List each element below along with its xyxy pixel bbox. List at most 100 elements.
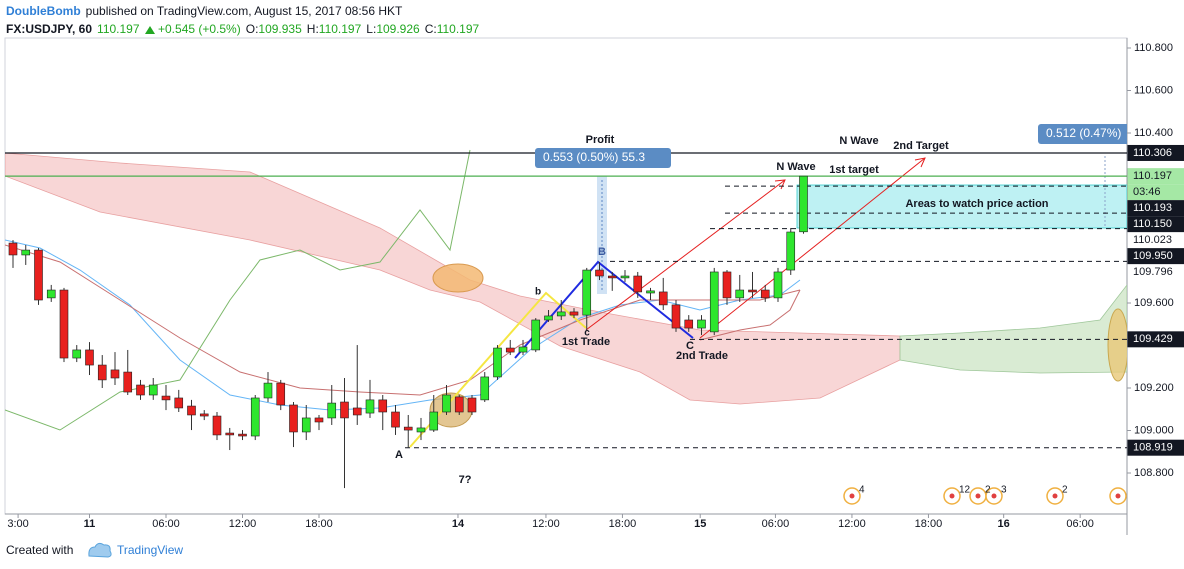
y-tick-label: 110.400 — [1134, 127, 1173, 139]
wave-line — [409, 291, 587, 448]
price-label-box — [1127, 168, 1184, 185]
candle-body — [225, 432, 235, 436]
candle-body — [582, 269, 592, 316]
price-label-box — [1127, 248, 1184, 265]
candle-body — [493, 347, 502, 378]
annotation: 1st Trade — [562, 336, 610, 348]
candle-body — [289, 404, 298, 433]
candle-body — [697, 319, 706, 329]
ohlc-key: H: — [307, 22, 319, 36]
annotation: N Wave — [776, 161, 815, 173]
event-dot — [1052, 493, 1058, 499]
candle-body — [136, 384, 145, 396]
annotation: b — [535, 287, 541, 298]
highlight-ellipse — [432, 263, 484, 293]
x-tick-label: 18:00 — [609, 518, 637, 530]
kijun-line — [699, 289, 801, 341]
candle-body — [97, 364, 107, 381]
candle-body — [187, 405, 196, 416]
annotation: Areas to watch price action — [905, 198, 1048, 210]
candle-body — [110, 369, 120, 379]
x-tick-label: 3:00 — [7, 518, 28, 530]
candle-body — [569, 311, 579, 316]
annotation: 2nd Target — [893, 140, 949, 152]
candle-body — [416, 427, 426, 433]
symbol-line: FX:USDJPY, 60 110.197 — [6, 22, 140, 36]
ohlc-key: C: — [425, 22, 437, 36]
price-label-box — [1127, 144, 1184, 161]
event-count: 3 — [1001, 485, 1007, 496]
ohlc-value: 110.197 — [319, 22, 362, 36]
footer-created: Created with — [6, 543, 73, 557]
footer-brand[interactable]: TradingView — [117, 543, 183, 557]
price-label: 109.429 — [1133, 333, 1173, 345]
x-tick-label: 06:00 — [762, 518, 790, 530]
candle-body — [429, 411, 439, 431]
annotation: B — [598, 246, 606, 258]
annotation: 7? — [459, 474, 472, 486]
event-count: 12 — [959, 485, 971, 496]
ohlc-value: 110.197 — [437, 22, 480, 36]
y-tick-label: 109.000 — [1134, 424, 1174, 436]
event-dot — [849, 493, 855, 499]
candle-body — [531, 319, 541, 351]
symbol: FX:USDJPY, 60 — [6, 22, 92, 36]
candle-body — [658, 291, 668, 306]
candle-body — [556, 311, 566, 317]
header-line: DoubleBomb published on TradingView.com, … — [6, 4, 403, 18]
candle-body — [544, 315, 553, 321]
event-count: 4 — [859, 485, 865, 496]
last-price: 110.197 — [97, 22, 140, 36]
price-label-box — [1127, 184, 1184, 201]
annotation: A — [395, 449, 403, 461]
profit-range — [597, 176, 607, 294]
candle-body — [46, 289, 56, 299]
event-dot — [949, 493, 955, 499]
annotation: N Wave — [839, 135, 878, 147]
author[interactable]: DoubleBomb — [6, 4, 81, 18]
kijun-line — [5, 244, 801, 396]
x-tick-label: 12:00 — [838, 518, 866, 530]
candle-body — [403, 426, 413, 431]
price-label-box — [1128, 232, 1184, 248]
event-dot — [1115, 493, 1121, 499]
price-label-box — [1128, 264, 1184, 280]
x-tick-label: 06:00 — [1066, 518, 1094, 530]
event-count: 2 — [985, 485, 991, 496]
price-label: 110.197 — [1133, 170, 1172, 182]
candle-body — [378, 399, 388, 413]
candle-body — [327, 402, 337, 419]
brand-logo[interactable] — [88, 542, 112, 558]
candle-body — [786, 231, 796, 271]
candle-body — [607, 275, 617, 279]
up-arrow — [145, 26, 155, 34]
candle-body — [620, 275, 630, 279]
candle-body — [352, 407, 362, 416]
watch-zone — [796, 184, 1127, 229]
candle-body — [59, 289, 69, 359]
candle-body — [799, 175, 808, 233]
price-label: 108.919 — [1133, 442, 1173, 454]
y-tick-label: 108.800 — [1134, 467, 1174, 479]
x-tick-label: 11 — [84, 518, 96, 530]
candle-body — [340, 401, 349, 419]
candle-body — [735, 289, 745, 299]
y-tick-label: 110.600 — [1134, 84, 1173, 96]
projection-arrow — [585, 179, 786, 331]
lagging-line — [5, 149, 471, 431]
candle-body — [276, 382, 286, 406]
y-tick-label: 109.200 — [1134, 382, 1174, 394]
projection-arrow — [699, 157, 926, 339]
x-tick-label: 06:00 — [152, 518, 180, 530]
event-count: 2 — [1062, 485, 1068, 496]
x-tick-label: 18:00 — [915, 518, 943, 530]
candle-body — [199, 413, 209, 417]
price-label: 110.150 — [1133, 218, 1172, 230]
ohlc-value: 109.926 — [376, 22, 420, 36]
x-tick-label: 16 — [998, 518, 1010, 530]
price-label: 110.306 — [1133, 147, 1172, 159]
event-dot — [975, 493, 981, 499]
annotation: Profit — [586, 134, 615, 146]
